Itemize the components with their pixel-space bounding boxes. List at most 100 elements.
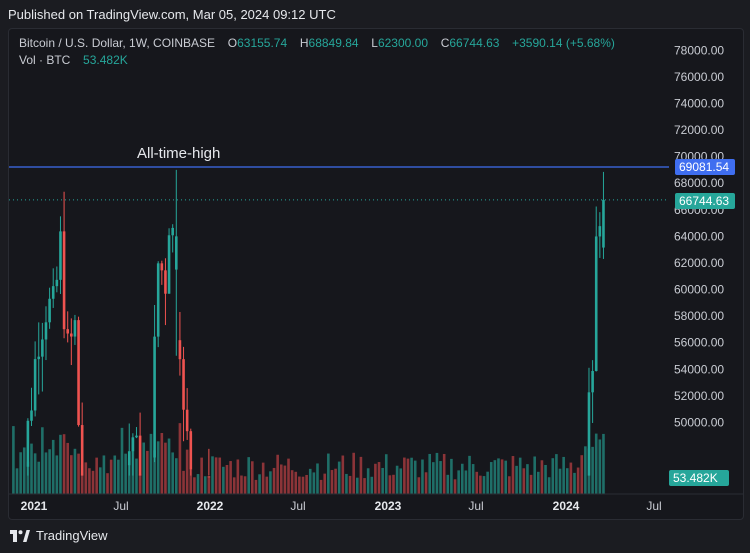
volume-bar <box>106 473 109 494</box>
candle-body <box>171 227 174 236</box>
volume-bar <box>207 476 211 494</box>
volume-bar <box>55 455 59 494</box>
candle-body <box>62 231 66 330</box>
volume-bar <box>59 434 62 494</box>
volume-bar <box>464 470 468 494</box>
volume-bar <box>352 452 355 494</box>
volume-bar <box>88 468 91 494</box>
volume-bar <box>573 472 576 494</box>
volume-bar <box>453 479 457 494</box>
candle-body <box>175 236 178 270</box>
volume-bar <box>269 471 272 494</box>
volume-bar <box>537 471 540 494</box>
volume-bar <box>243 476 247 494</box>
volume-bar <box>562 456 565 494</box>
volume-bar <box>406 458 410 494</box>
volume-bar <box>468 455 471 494</box>
volume-bar <box>193 477 196 494</box>
volume-bar <box>62 434 66 494</box>
volume-bar <box>366 468 370 494</box>
candle-body <box>80 425 84 476</box>
volume-bar <box>171 452 174 494</box>
volume-bar <box>146 450 149 494</box>
high-value: 68849.84 <box>308 36 359 50</box>
volume-bar <box>392 474 395 494</box>
volume-bar <box>399 468 403 494</box>
candle-body <box>51 286 55 299</box>
published-header: Published on TradingView.com, Mar 05, 20… <box>0 0 750 28</box>
volume-bar <box>370 476 374 494</box>
candle-body <box>41 339 44 357</box>
volume-bar <box>522 468 526 494</box>
volume-bar <box>164 442 167 494</box>
volume-bar <box>555 454 558 494</box>
volume-bar <box>424 472 428 494</box>
axis-labels: 78000.0076000.0074000.0072000.0070000.00… <box>9 43 743 513</box>
candle-body <box>127 451 131 466</box>
volume-bar <box>497 458 500 494</box>
volume-bar <box>529 474 533 494</box>
tradingview-logo[interactable]: TradingView <box>10 528 108 543</box>
volume-bar <box>109 459 113 494</box>
y-tick-label: 68000.00 <box>674 176 724 190</box>
y-tick-label: 52000.00 <box>674 389 724 403</box>
volume-bar <box>551 458 555 494</box>
volume-bar <box>124 453 127 494</box>
volume-bar <box>413 460 417 494</box>
candle-body <box>48 298 51 323</box>
candle-body <box>167 235 171 294</box>
volume-bar <box>330 470 334 494</box>
x-tick-label: 2024 <box>553 499 580 513</box>
candle-body <box>153 336 156 458</box>
volume-bar <box>475 471 479 494</box>
volume-bar <box>127 457 131 494</box>
volume-bar <box>337 461 341 494</box>
volume-bar <box>547 477 551 494</box>
chart-panel[interactable]: 78000.00 76000.00 74000.00 72000.00 70000.00… <box>8 28 744 520</box>
volume-bar <box>222 466 225 494</box>
volume-bar <box>526 464 529 494</box>
volume-bar <box>381 467 384 494</box>
y-tick-label: 78000.00 <box>674 43 724 57</box>
volume-bar <box>276 454 279 494</box>
volume-bar <box>486 471 489 494</box>
candle-body <box>73 320 77 337</box>
y-tick-label: 54000.00 <box>674 362 724 376</box>
published-text: Published on TradingView.com, Mar 05, 20… <box>8 7 336 22</box>
volume-bar <box>279 464 283 494</box>
y-tick-label: 50000.00 <box>674 415 724 429</box>
volume-bar <box>395 465 399 494</box>
last-price-tag: 66744.63 <box>675 193 735 209</box>
volume-bar <box>272 467 276 494</box>
y-tick-label: 76000.00 <box>674 70 724 84</box>
x-tick-label: 2023 <box>375 499 402 513</box>
volume-bar <box>22 447 26 494</box>
volume-bar <box>247 457 250 494</box>
volume-bar <box>584 446 587 494</box>
volume-bar <box>70 455 73 494</box>
volume-bar <box>565 468 569 494</box>
candle-body <box>138 435 142 476</box>
volume-label: Vol · BTC <box>19 53 71 67</box>
volume-bar <box>327 453 330 494</box>
volume-bar <box>84 462 88 494</box>
volume-bar <box>218 457 222 494</box>
price-chart[interactable]: 78000.0076000.0074000.0072000.0070000.00… <box>9 29 743 519</box>
chart-legend: Bitcoin / U.S. Dollar, 1W, COINBASE O631… <box>19 35 615 69</box>
volume-bar <box>450 458 453 494</box>
volume-bar <box>518 457 522 494</box>
high-label: H <box>299 36 309 50</box>
volume-bar <box>33 453 37 494</box>
volume-bars <box>12 423 605 494</box>
volume-bar <box>301 476 305 494</box>
volume-bar <box>120 427 124 494</box>
candle-body <box>207 476 211 478</box>
candle-body <box>156 263 160 337</box>
volume-bar <box>446 474 450 494</box>
volume-bar <box>598 439 602 494</box>
volume-bar <box>77 453 80 494</box>
volume-bar <box>594 433 598 494</box>
candle-body <box>135 435 138 438</box>
y-tick-label: 62000.00 <box>674 256 724 270</box>
volume-bar <box>203 476 207 494</box>
